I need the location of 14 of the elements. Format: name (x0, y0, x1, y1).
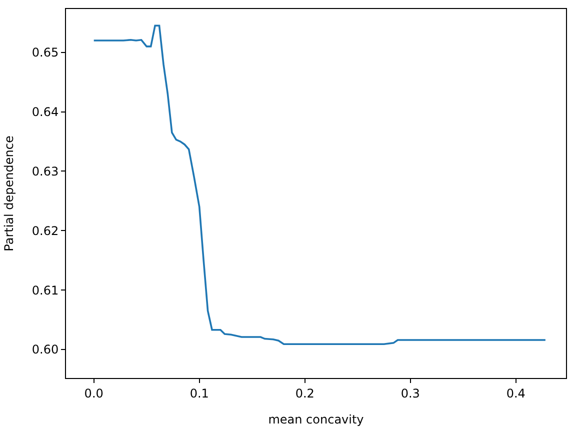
x-tick-label: 0.2 (295, 386, 314, 400)
y-tick-label: 0.63 (32, 164, 59, 178)
y-tick-label: 0.61 (32, 283, 59, 298)
x-tick-label: 0.4 (506, 386, 526, 400)
x-tick-label: 0.0 (84, 386, 104, 400)
y-axis-title: Partial dependence (2, 136, 16, 252)
x-tick-label: 0.3 (400, 386, 420, 400)
y-tick-label: 0.60 (32, 342, 59, 357)
y-tick-label: 0.64 (32, 105, 59, 119)
x-tick-label: 0.1 (190, 386, 209, 400)
y-tick-label: 0.62 (32, 224, 59, 238)
x-axis-title: mean concavity (268, 412, 364, 426)
line-series (92, 24, 546, 346)
y-tick-label: 0.65 (32, 46, 59, 60)
